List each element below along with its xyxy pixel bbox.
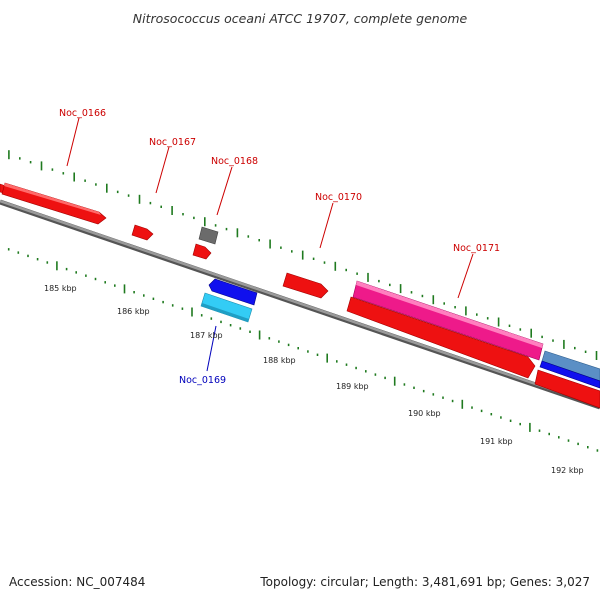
gene-label-noc-0171[interactable]: Noc_0171 <box>453 243 500 254</box>
gene-feature-noc-0168[interactable] <box>192 243 212 260</box>
leader-line-noc-0166 <box>66 117 80 167</box>
gene-label-noc-0166[interactable]: Noc_0166 <box>59 108 106 119</box>
scale-label-185: 185 kbp <box>44 284 77 293</box>
accession-text: Accession: NC_007484 <box>9 575 145 589</box>
backbone <box>0 199 600 410</box>
gene-feature-noc-0170[interactable] <box>282 272 329 299</box>
gene-label-noc-0169[interactable]: Noc_0169 <box>179 375 226 386</box>
tick-rows <box>7 150 599 452</box>
gene-label-noc-0170[interactable]: Noc_0170 <box>315 192 362 203</box>
gene-feature-noc-0169-shade <box>201 303 249 322</box>
leader-line-noc-0167 <box>155 146 170 194</box>
scale-label-186: 186 kbp <box>117 307 150 316</box>
leader-line-noc-0169 <box>206 325 217 372</box>
gene-feature-noc-0167[interactable] <box>131 224 154 241</box>
gene-feature-noc-0169-companion[interactable] <box>208 278 258 306</box>
scale-label-191: 191 kbp <box>480 437 513 446</box>
gene-label-noc-0168[interactable]: Noc_0168 <box>211 156 258 167</box>
leader-line-noc-0168 <box>216 166 233 216</box>
scale-label-188: 188 kbp <box>263 356 296 365</box>
scale-label-187: 187 kbp <box>190 331 223 340</box>
gene-feature-noc-0171-companion[interactable] <box>346 296 536 379</box>
leader-line-noc-0170 <box>319 202 334 249</box>
scale-labels: 185 kbp 186 kbp 187 kbp 188 kbp 189 kbp … <box>44 284 584 475</box>
gene-features <box>0 182 600 409</box>
map-title: Nitrosococcus oceani ATCC 19707, complet… <box>133 11 468 26</box>
gene-feature-edge-blue[interactable] <box>539 360 600 389</box>
leader-line-noc-0171 <box>457 253 474 299</box>
scale-label-189: 189 kbp <box>336 382 369 391</box>
gene-feature-noc-0168-companion[interactable] <box>198 226 219 245</box>
gene-feature-noc-0171-highlight <box>356 281 543 348</box>
genome-stats-text: Topology: circular; Length: 3,481,691 bp… <box>259 575 590 589</box>
leader-lines <box>66 117 474 372</box>
scale-label-192: 192 kbp <box>551 466 584 475</box>
gene-labels: Noc_0166 Noc_0167 Noc_0168 Noc_0169 Noc_… <box>59 108 500 386</box>
scale-label-190: 190 kbp <box>408 409 441 418</box>
gene-feature-edge-steel[interactable] <box>541 350 600 382</box>
gene-feature-edge-red[interactable] <box>534 369 600 409</box>
gene-feature-noc-0166-highlight <box>4 183 101 215</box>
gene-label-noc-0167[interactable]: Noc_0167 <box>149 137 196 148</box>
